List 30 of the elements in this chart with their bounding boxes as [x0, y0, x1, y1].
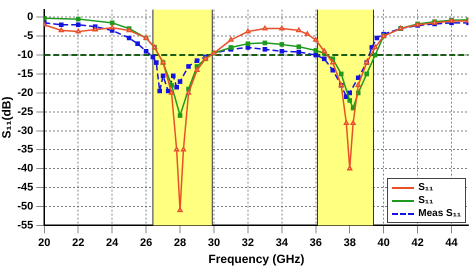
x-tick-label: 24: [106, 237, 120, 250]
x-tick-label: 34: [276, 237, 289, 250]
legend-label: Meas S₁₁: [417, 207, 461, 220]
legend-label: S₁₁: [417, 194, 434, 207]
x-tick-label: 44: [445, 237, 459, 250]
x-tick-label: 20: [38, 237, 50, 250]
y-tick-label: 0: [27, 11, 34, 24]
legend-label: S₁₁: [417, 181, 434, 194]
x-tick-label: 30: [208, 237, 220, 250]
x-tick-label: 32: [242, 237, 254, 250]
x-tick-label: 38: [344, 237, 356, 250]
x-tick-label: 42: [411, 237, 424, 250]
x-axis-title: Frequency (GHz): [208, 252, 304, 266]
y-tick-label: -15: [17, 68, 34, 80]
y-tick-label: -10: [17, 49, 34, 62]
y-tick-label: -30: [17, 124, 34, 137]
x-tick-label: 26: [140, 237, 152, 250]
y-tick-label: -25: [17, 106, 34, 118]
y-tick-label: -40: [17, 162, 34, 175]
x-tick-label: 28: [174, 237, 186, 250]
y-tick-label: -55: [17, 219, 34, 232]
x-tick-label: 22: [72, 237, 84, 250]
y-tick-label: -20: [17, 86, 34, 99]
y-tick-label: -5: [24, 30, 34, 42]
x-tick-label: 40: [378, 237, 390, 250]
y-tick-label: -45: [17, 182, 34, 194]
x-tick-label: 36: [310, 237, 322, 250]
y-tick-label: -35: [17, 144, 34, 156]
y-tick-label: -50: [17, 200, 34, 212]
y-axis-title: S₁₁(dB): [0, 96, 14, 138]
